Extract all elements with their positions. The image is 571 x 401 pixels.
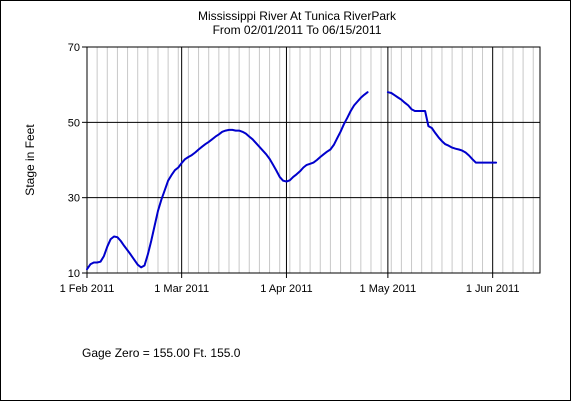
stage-series-line xyxy=(86,91,369,271)
y-axis-ticks: 10 30 50 70 xyxy=(68,42,87,280)
y-tick-label: 10 xyxy=(68,268,80,280)
plot-area xyxy=(86,46,541,274)
x-tick-label: 1 Apr 2011 xyxy=(260,283,312,295)
y-tick-label: 30 xyxy=(68,193,80,205)
x-tick-label: 1 Jun 2011 xyxy=(466,283,520,295)
x-tick-label: 1 May 2011 xyxy=(360,283,417,295)
chart-title: Mississippi River At Tunica RiverPark xyxy=(198,9,397,23)
stage-series-line xyxy=(386,91,498,164)
x-axis-ticks: 1 Feb 2011 1 Mar 2011 1 Apr 2011 1 May 2011… xyxy=(60,273,520,295)
x-tick-label: 1 Feb 2011 xyxy=(60,283,115,295)
y-tick-label: 70 xyxy=(68,42,80,54)
minor-grid xyxy=(96,47,534,273)
x-tick-label: 1 Mar 2011 xyxy=(154,283,209,295)
gage-zero-note: Gage Zero = 155.00 Ft. 155.0 xyxy=(82,346,241,360)
chart-subtitle: From 02/01/2011 To 06/15/2011 xyxy=(213,23,382,37)
series-layer xyxy=(86,91,498,271)
y-tick-label: 50 xyxy=(68,117,80,129)
y-axis-label: Stage in Feet xyxy=(23,124,37,196)
